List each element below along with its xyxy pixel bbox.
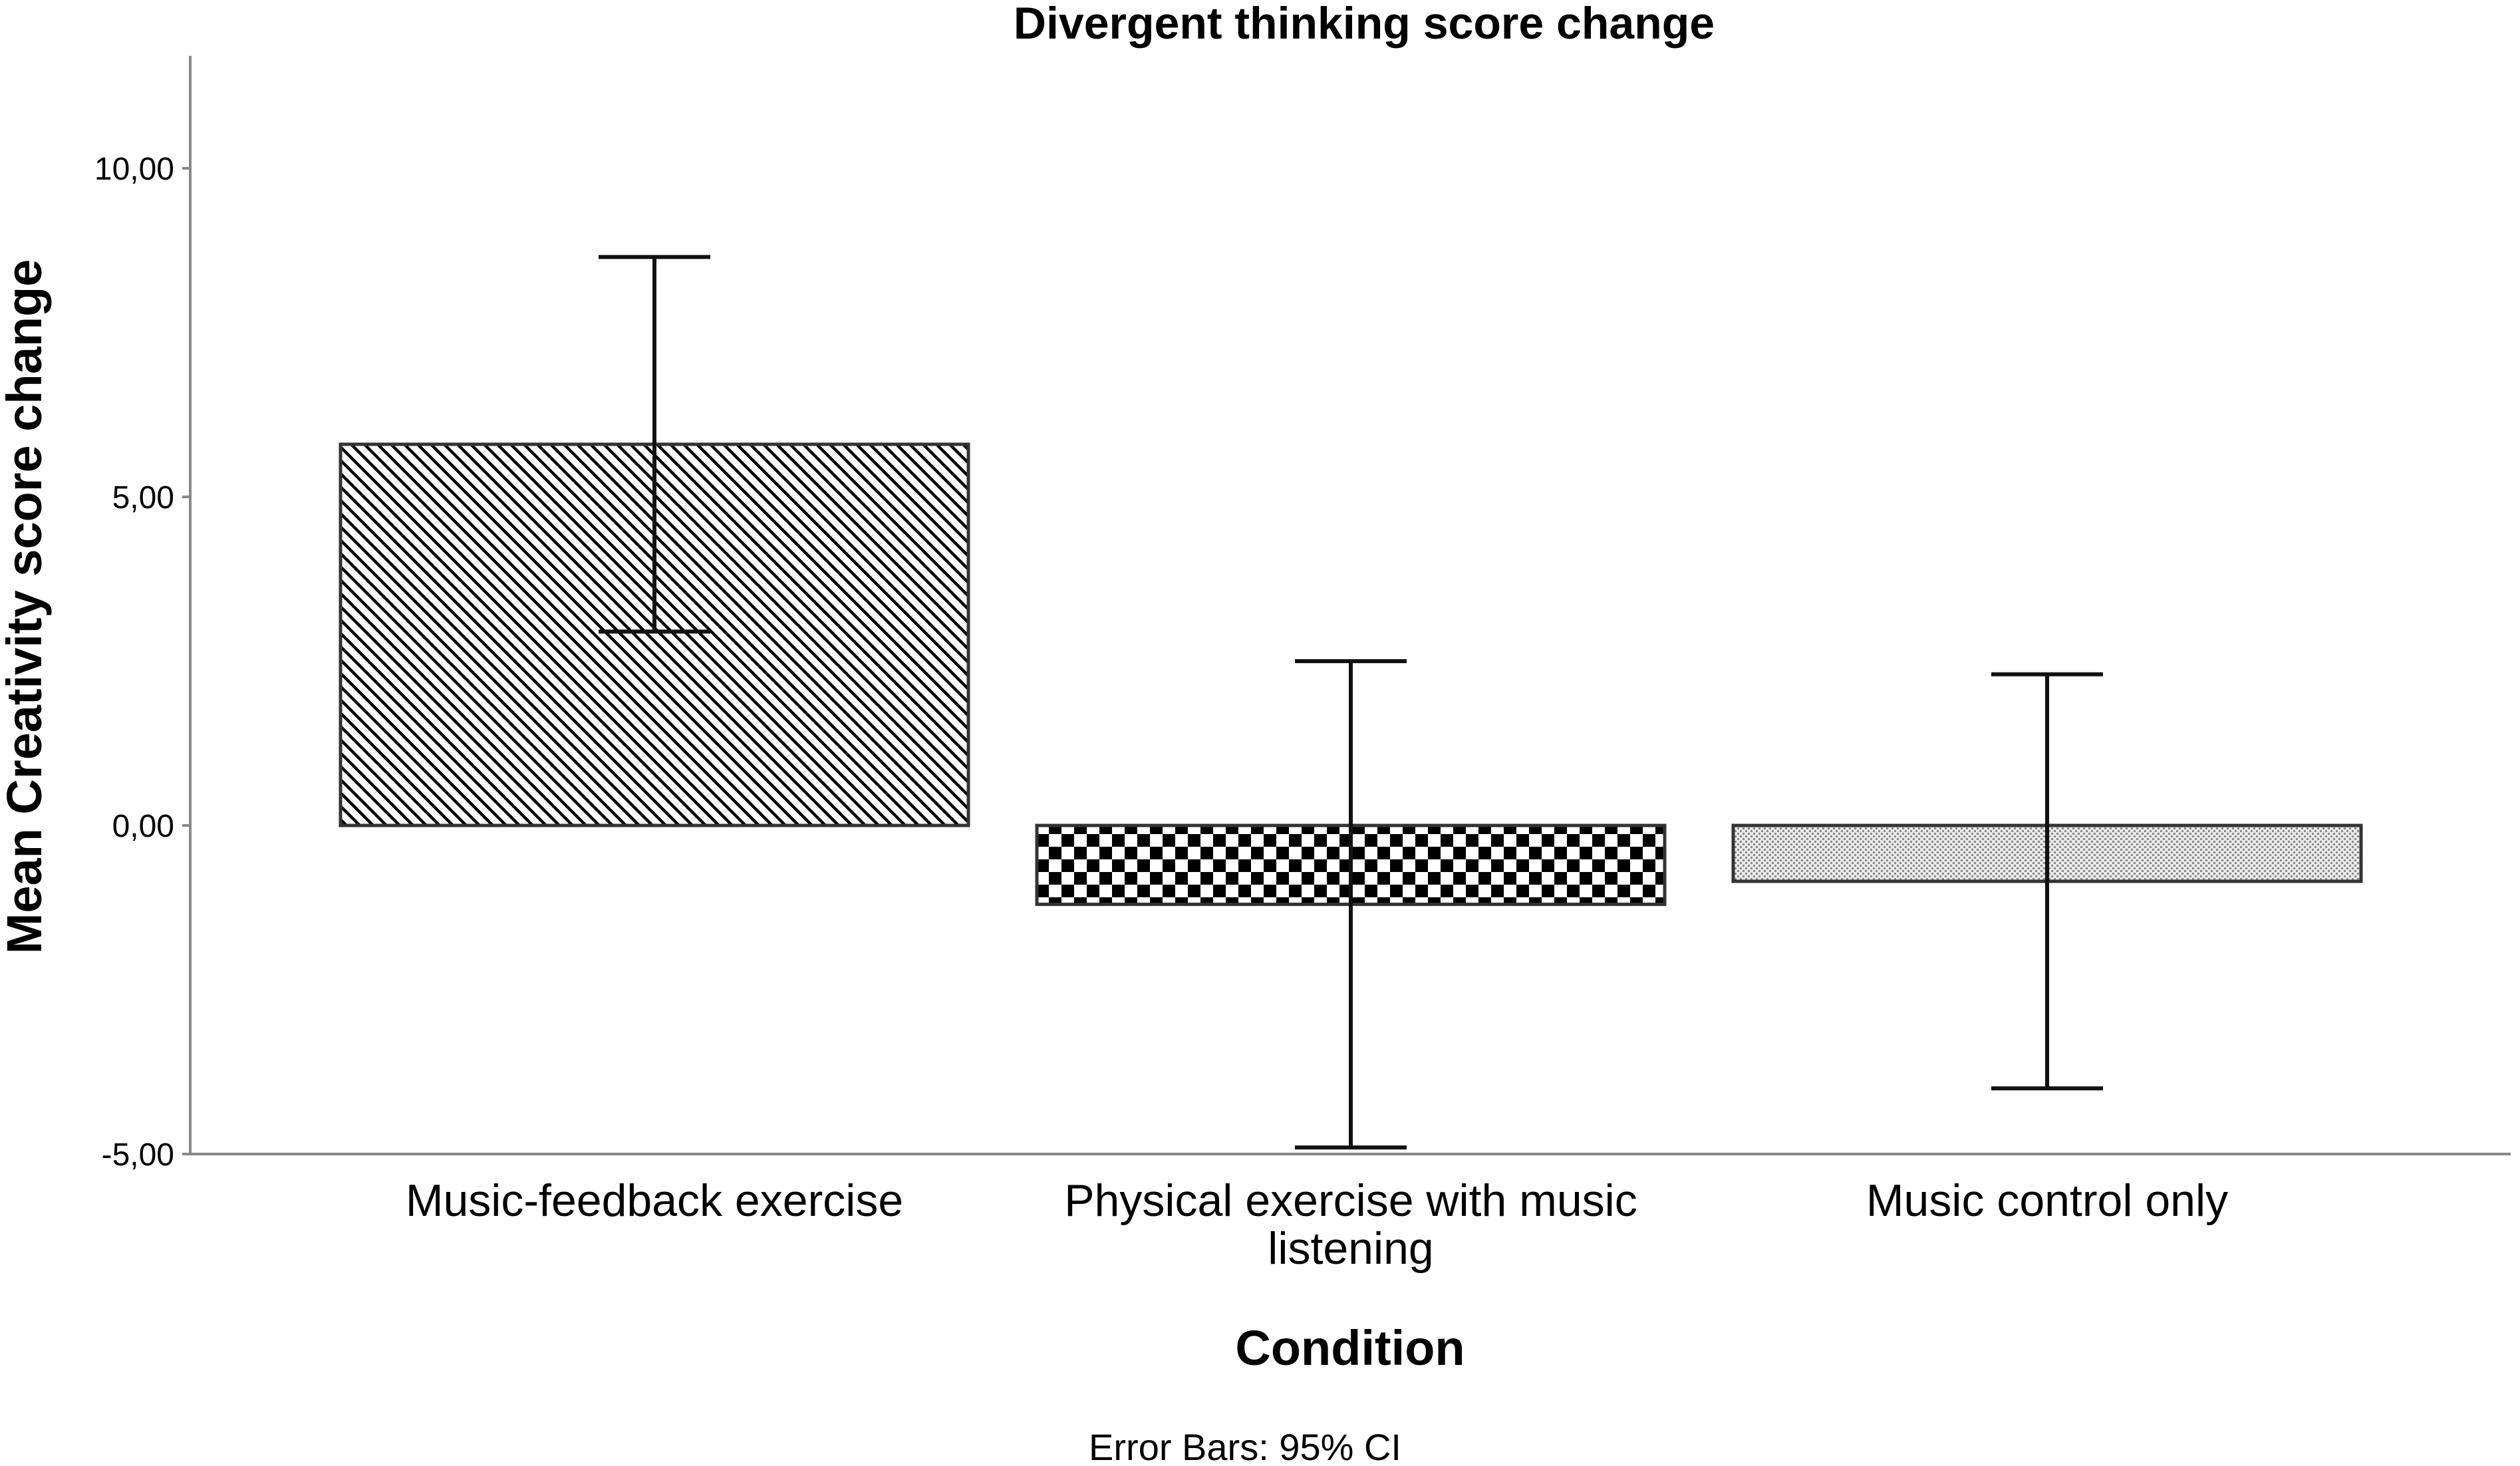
error-bars <box>599 255 2103 1150</box>
y-axis-title: Mean Creativity score change <box>0 259 52 954</box>
x-axis-title: Condition <box>1235 1320 1465 1376</box>
error-bars-note: Error Bars: 95% CI <box>1089 1426 1401 1466</box>
chart-title: Divergent thinking score change <box>1014 0 1715 49</box>
x-category-label: Music-feedback exercise <box>406 1175 903 1226</box>
y-tick-label: 10,00 <box>94 152 174 187</box>
y-tick-label: 5,00 <box>112 480 174 515</box>
x-category-label: Physical exercise with music listening <box>1064 1175 1637 1274</box>
x-category-label: Music control only <box>1866 1175 2228 1226</box>
category-labels: Music-feedback exercise Physical exercise… <box>406 1175 2228 1274</box>
plot-area: 10,00 5,00 0,00 -5,00 Music-feedback exerci… <box>94 56 2511 1274</box>
y-tick-label: 0,00 <box>112 809 174 844</box>
y-tick-label: -5,00 <box>102 1137 174 1173</box>
y-axis-ticks: 10,00 5,00 0,00 -5,00 <box>94 152 190 1173</box>
